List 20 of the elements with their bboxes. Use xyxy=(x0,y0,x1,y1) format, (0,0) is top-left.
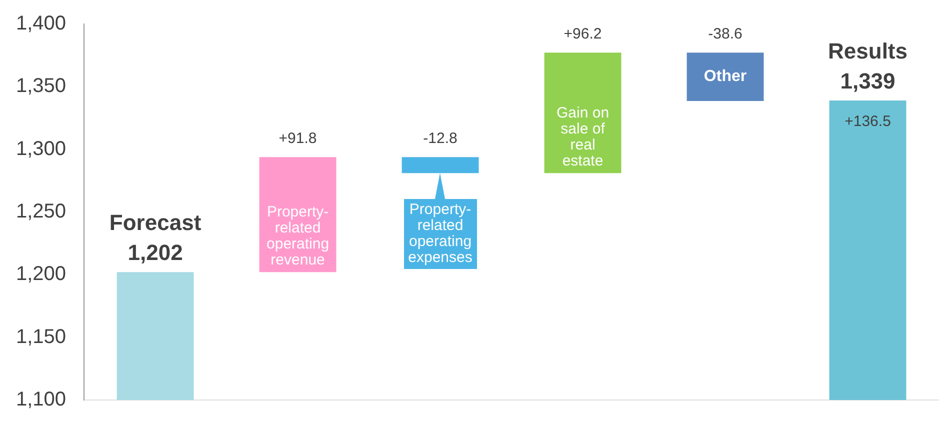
data-label: -12.8 xyxy=(423,130,458,148)
data-label: 1,202 xyxy=(128,240,183,266)
x-tick-label: Property-related operating revenue xyxy=(266,203,330,268)
y-tick-label: 1,250 xyxy=(16,200,66,223)
data-label: +96.2 xyxy=(564,26,602,43)
y-tick-label: 1,150 xyxy=(16,326,66,348)
annotation: +136.5 xyxy=(844,113,891,130)
x-tick-label: Gain on sale of real estate xyxy=(556,104,610,170)
x-tick-label: Other xyxy=(704,68,747,86)
data-label: -38.6 xyxy=(708,26,742,43)
x-tick-label: Forecast xyxy=(109,210,202,236)
y-tick-label: 1,400 xyxy=(16,12,66,35)
data-label: +91.8 xyxy=(278,130,317,148)
x-tick-label: Results xyxy=(828,38,908,64)
y-tick-label: 1,200 xyxy=(16,263,66,286)
x-tick-label: Property-related operating expenses xyxy=(404,201,477,266)
y-tick-label: 1,300 xyxy=(16,138,66,160)
data-label: 1,339 xyxy=(840,68,896,94)
y-tick-label: 1,100 xyxy=(16,388,66,411)
y-tick-label: 1,350 xyxy=(16,75,66,98)
